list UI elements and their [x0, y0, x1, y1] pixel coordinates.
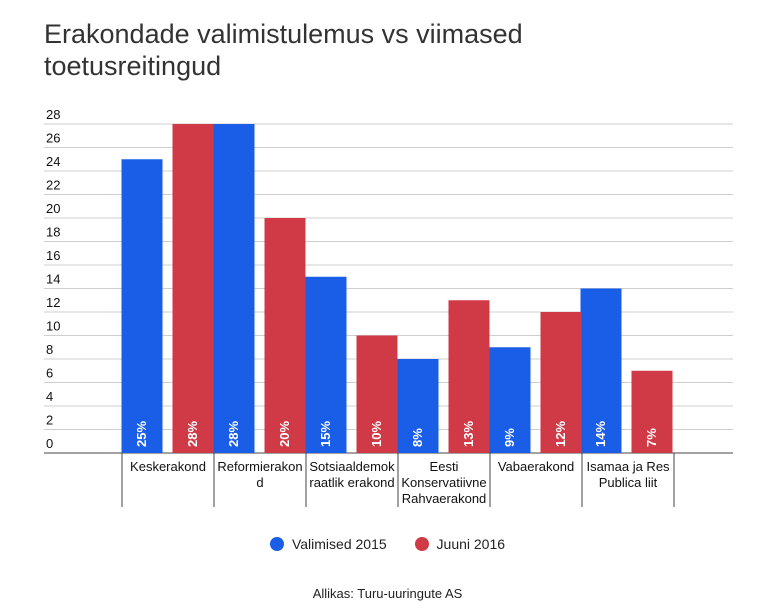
y-tick-label: 28 [46, 107, 60, 122]
legend-item-valimised: Valimised 2015 [269, 536, 387, 552]
bar-data-label: 7% [644, 428, 659, 447]
bar [172, 124, 214, 453]
bar-data-label: 10% [369, 421, 384, 447]
x-tick-label: Sotsiaaldemok [309, 459, 395, 474]
y-tick-label: 2 [46, 413, 53, 428]
bar [121, 159, 163, 453]
y-tick-label: 12 [46, 295, 60, 310]
y-tick-label: 0 [46, 436, 53, 451]
y-tick-label: 26 [46, 131, 60, 146]
x-tick-label: raatlik erakond [309, 475, 394, 490]
y-tick-label: 10 [46, 319, 60, 334]
bar [631, 370, 673, 453]
x-tick-label: Publica liit [599, 475, 658, 490]
x-tick-label: Vabaerakond [498, 459, 574, 474]
x-tick-label: Konservatiivne [401, 475, 486, 490]
bar-data-label: 28% [185, 421, 200, 447]
bar [305, 276, 347, 453]
legend-label-juuni: Juuni 2016 [436, 536, 506, 552]
legend-label-valimised: Valimised 2015 [291, 536, 387, 552]
legend-swatch-juuni [414, 537, 429, 551]
y-tick-label: 20 [46, 201, 60, 216]
x-tick-label: Eesti [430, 459, 459, 474]
bar [213, 124, 255, 453]
legend-item-juuni: Juuni 2016 [414, 536, 506, 552]
bar [356, 335, 398, 453]
y-tick-label: 22 [46, 178, 60, 193]
y-tick-label: 8 [46, 342, 53, 357]
bar [540, 312, 582, 453]
bar [397, 359, 439, 453]
bar [264, 218, 306, 453]
bar [489, 347, 531, 453]
bar [580, 288, 622, 453]
y-tick-label: 16 [46, 248, 60, 263]
x-tick-label: Keskerakond [130, 459, 206, 474]
legend: Valimised 2015 Juuni 2016 [0, 536, 775, 554]
x-tick-label: Reformierakon [217, 459, 302, 474]
chart-title: Erakondade valimistulemus vs viimased to… [44, 19, 523, 81]
bar-data-label: 20% [277, 421, 292, 447]
bar-data-label: 28% [226, 421, 241, 447]
x-tick-label: Isamaa ja Res [586, 459, 670, 474]
y-tick-label: 4 [46, 389, 53, 404]
bar [448, 300, 490, 453]
bar-data-label: 15% [318, 421, 333, 447]
legend-swatch-valimised [269, 537, 284, 551]
x-tick-label: Rahvaerakond [402, 491, 487, 506]
y-tick-label: 6 [46, 366, 53, 381]
y-tick-label: 14 [46, 272, 60, 287]
bar-data-label: 8% [410, 428, 425, 447]
y-tick-label: 18 [46, 225, 60, 240]
bar-data-label: 25% [134, 421, 149, 447]
source-note: Allikas: Turu-uuringute AS [312, 586, 463, 601]
bar-data-label: 13% [461, 421, 476, 447]
x-tick-label: d [256, 475, 263, 490]
bar-data-label: 9% [502, 428, 517, 447]
bar-data-label: 12% [553, 421, 568, 447]
bar-data-label: 14% [593, 421, 608, 447]
y-tick-label: 24 [46, 154, 60, 169]
